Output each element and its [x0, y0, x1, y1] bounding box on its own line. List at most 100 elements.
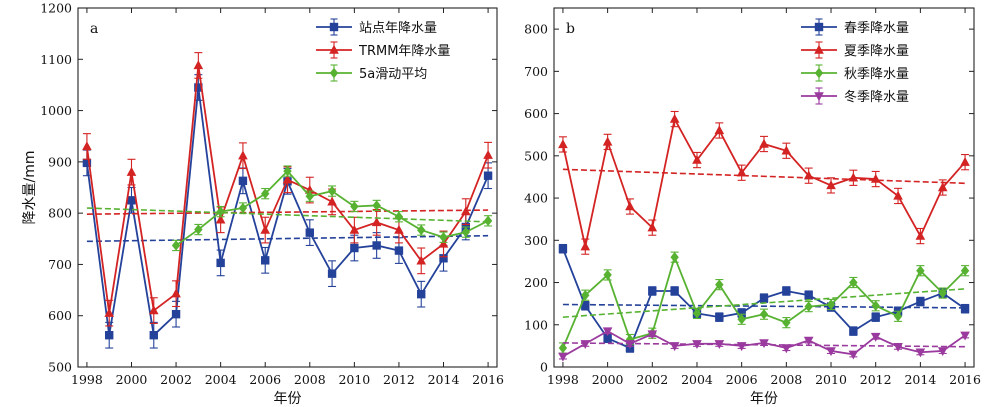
data-point — [669, 342, 680, 352]
y-tick-label: 400 — [524, 191, 548, 206]
x-tick-label: 2004 — [681, 372, 713, 387]
legend-entry: 冬季降水量 — [801, 87, 909, 105]
x-tick-label: 1998 — [547, 372, 579, 387]
data-point — [937, 182, 948, 192]
data-point — [826, 299, 836, 310]
series — [558, 110, 970, 255]
data-point — [82, 158, 92, 168]
legend-marker — [329, 67, 339, 79]
trend-line — [86, 209, 489, 215]
y-axis-label: 降水量/mm — [22, 151, 38, 225]
y-tick-label: 100 — [524, 317, 548, 332]
data-point — [893, 343, 903, 352]
x-tick-label: 2000 — [116, 372, 148, 387]
data-point — [692, 308, 702, 319]
x-axis-label: 年份 — [274, 391, 302, 407]
data-point — [714, 125, 725, 135]
data-point — [216, 206, 225, 217]
data-point — [483, 215, 493, 227]
panel-label: a — [90, 21, 98, 37]
plot-frame — [553, 7, 975, 368]
data-point — [394, 211, 404, 222]
data-point — [483, 149, 493, 159]
data-point — [438, 238, 449, 248]
legend-marker — [329, 22, 339, 32]
x-tick-label: 2014 — [428, 372, 460, 387]
data-point — [171, 309, 181, 319]
data-point — [714, 340, 725, 349]
legend-entry: 夏季降水量 — [801, 41, 909, 59]
x-tick-label: 2014 — [904, 372, 936, 387]
legend-label: TRMM年降水量 — [358, 44, 450, 59]
data-point — [670, 286, 679, 296]
data-point — [283, 165, 292, 177]
plot-frame — [77, 7, 498, 368]
y-tick-label: 1100 — [40, 52, 72, 67]
data-point — [82, 141, 92, 151]
data-point — [602, 136, 613, 146]
data-point — [558, 342, 568, 354]
data-point — [915, 348, 926, 358]
series — [558, 327, 970, 362]
data-point — [394, 246, 404, 255]
data-point — [759, 138, 769, 148]
data-point — [960, 265, 970, 276]
data-point — [692, 340, 702, 349]
data-point — [417, 224, 426, 236]
x-tick-label: 2002 — [636, 372, 668, 387]
y-tick-label: 1200 — [40, 1, 72, 16]
panel-b: 1998 2000 2002 2004 2006 2008 2010 2012 2014 2016… — [524, 7, 981, 407]
legend-marker — [814, 92, 824, 102]
data-point — [893, 311, 903, 322]
x-tick-label: 2012 — [860, 372, 892, 387]
y-tick-label: 1000 — [40, 103, 72, 118]
trend-line — [562, 168, 966, 185]
data-point — [826, 180, 836, 190]
data-point — [960, 331, 970, 341]
data-point — [350, 201, 359, 212]
y-tick-label: 600 — [48, 308, 72, 323]
data-point — [871, 312, 880, 322]
data-point — [461, 226, 470, 238]
x-tick-label: 2006 — [726, 372, 758, 387]
data-point — [603, 334, 612, 343]
data-point — [804, 301, 813, 312]
legend-label: 5a滑动平均 — [359, 67, 427, 82]
data-point — [327, 269, 337, 278]
data-point — [104, 307, 115, 317]
data-point — [692, 154, 702, 164]
x-tick-label: 1998 — [71, 372, 103, 387]
data-point — [581, 301, 590, 310]
data-point — [372, 200, 381, 211]
data-point — [483, 171, 493, 180]
data-point — [215, 214, 226, 224]
data-point — [937, 347, 948, 357]
x-axis-label: 年份 — [750, 391, 778, 407]
data-point — [826, 347, 836, 357]
data-point — [305, 228, 314, 237]
data-point — [327, 196, 337, 206]
data-point — [581, 290, 590, 301]
x-tick-label: 2016 — [472, 372, 504, 387]
legend-entry: 站点年降水量 — [316, 18, 437, 36]
trend-line — [86, 234, 489, 243]
legend-label: 秋季降水量 — [844, 67, 909, 82]
x-tick-label: 2000 — [592, 372, 624, 387]
data-point — [736, 167, 747, 177]
x-tick-label: 2006 — [249, 372, 281, 387]
y-tick-label: 300 — [524, 233, 548, 248]
data-point — [238, 176, 248, 186]
data-point — [261, 188, 270, 199]
data-point — [916, 297, 925, 306]
data-point — [126, 166, 137, 176]
data-point — [460, 206, 471, 216]
y-tick-label: 700 — [48, 257, 72, 272]
data-point — [781, 344, 792, 354]
data-point — [171, 240, 181, 251]
data-point — [216, 258, 225, 268]
data-point — [439, 232, 448, 243]
data-point — [171, 288, 181, 298]
panel-label: b — [566, 21, 575, 37]
data-point — [261, 256, 270, 265]
data-point — [558, 352, 568, 362]
